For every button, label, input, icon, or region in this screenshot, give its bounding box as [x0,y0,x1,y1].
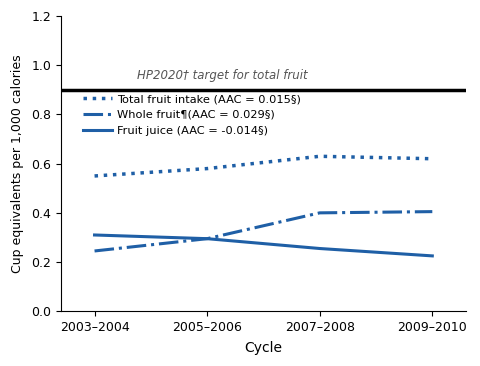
Text: HP2020† target for total fruit: HP2020† target for total fruit [137,69,307,82]
Y-axis label: Cup equivalents per 1,000 calories: Cup equivalents per 1,000 calories [11,55,24,273]
Legend: Total fruit intake (AAC = 0.015§), Whole fruit¶(AAC = 0.029§), Fruit juice (AAC : Total fruit intake (AAC = 0.015§), Whole… [78,90,305,140]
X-axis label: Cycle: Cycle [244,341,282,355]
